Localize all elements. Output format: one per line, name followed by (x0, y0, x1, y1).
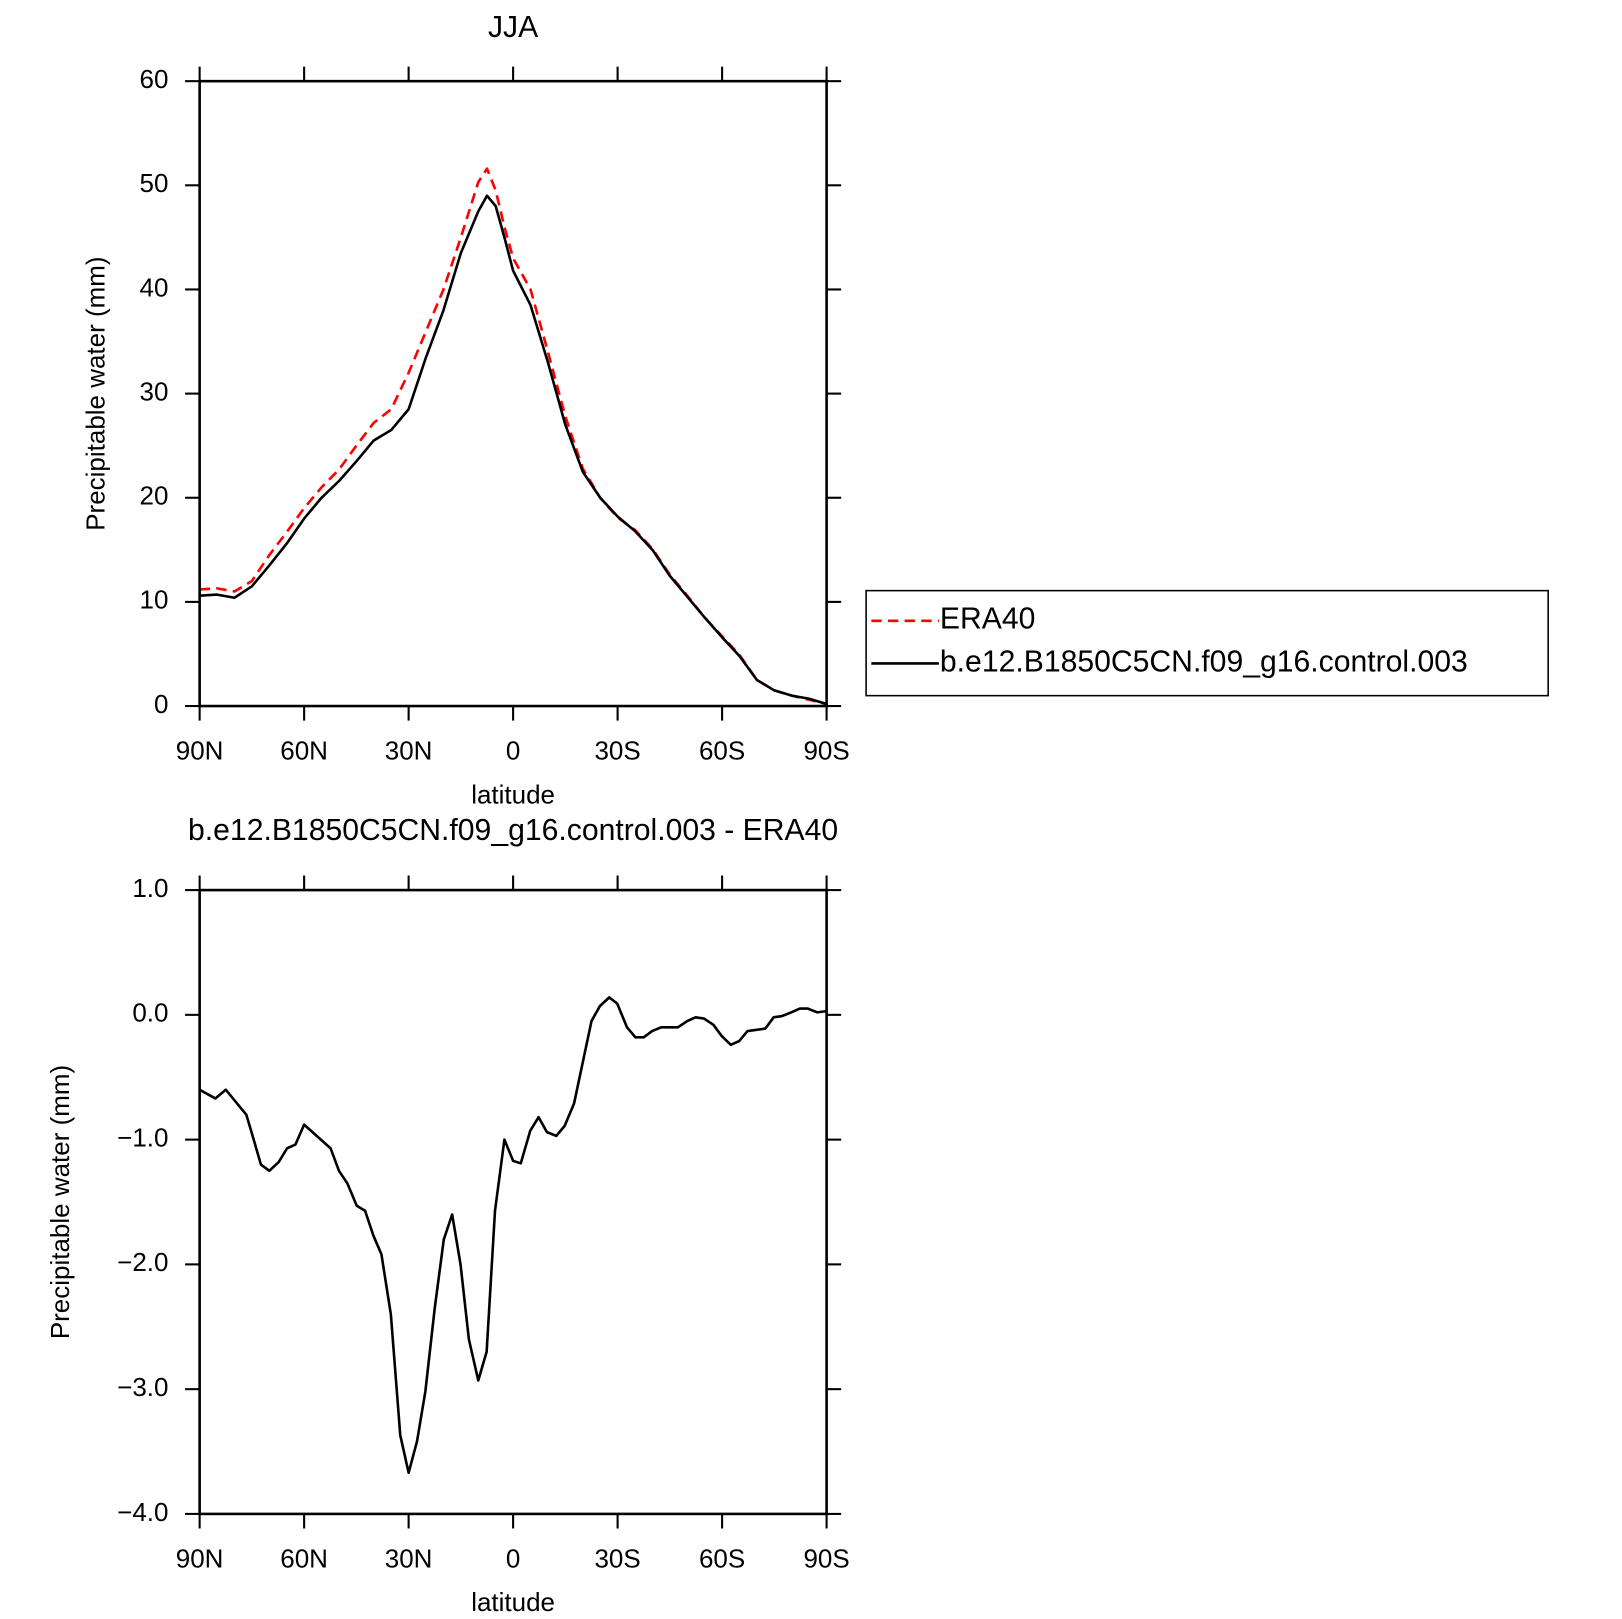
y-tick-label: −2.0 (117, 1247, 168, 1277)
x-tick-label: 60N (280, 736, 328, 766)
y-tick-label: 1.0 (132, 873, 168, 903)
y-tick-label: −1.0 (117, 1122, 168, 1152)
y-axis-label: Precipitable water (mm) (81, 256, 111, 530)
x-tick-label: 0 (506, 736, 520, 766)
y-tick-label: 0.0 (132, 998, 168, 1028)
series-line (199, 167, 827, 706)
x-axis-label: latitude (471, 779, 555, 809)
x-tick-label: 60S (699, 736, 745, 766)
chart-title: b.e12.B1850C5CN.f09_g16.control.003 - ER… (188, 814, 838, 847)
x-tick-label: 90N (176, 736, 224, 766)
x-tick-label: 90S (803, 736, 849, 766)
y-axis-label: Precipitable water (mm) (45, 1065, 75, 1339)
x-tick-label: 90N (176, 1544, 224, 1574)
x-tick-label: 90S (803, 1544, 849, 1574)
plot-frame (198, 888, 828, 1516)
y-tick-label: 50 (140, 168, 169, 198)
y-tick-label: −3.0 (117, 1372, 168, 1402)
y-tick-label: −4.0 (117, 1497, 168, 1527)
y-tick-label: 60 (140, 64, 169, 94)
legend-label: ERA40 (940, 603, 1036, 636)
y-tick-label: 20 (140, 481, 169, 511)
x-tick-label: 30N (385, 1544, 433, 1574)
y-tick-label: 0 (154, 689, 168, 719)
x-tick-label: 30S (594, 1544, 640, 1574)
x-tick-label: 30S (594, 736, 640, 766)
y-tick-label: 40 (140, 272, 169, 302)
legend-label: b.e12.B1850C5CN.f09_g16.control.003 (940, 645, 1468, 678)
plot-frame (198, 79, 828, 708)
series-line (199, 194, 827, 706)
legend-box (865, 589, 1549, 697)
x-tick-label: 30N (385, 736, 433, 766)
y-tick-label: 10 (140, 585, 169, 615)
x-tick-label: 60N (280, 1544, 328, 1574)
series-line (198, 996, 827, 1475)
y-tick-label: 30 (140, 376, 169, 406)
x-tick-label: 0 (506, 1544, 520, 1574)
chart-title: JJA (488, 11, 539, 44)
x-axis-label: latitude (471, 1587, 555, 1617)
x-tick-label: 60S (699, 1544, 745, 1574)
